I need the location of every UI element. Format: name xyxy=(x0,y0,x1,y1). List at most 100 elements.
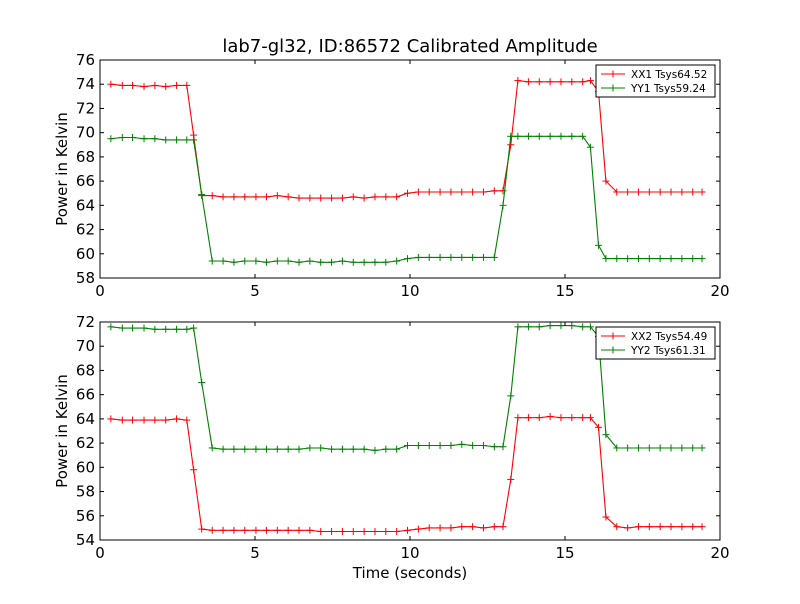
chart2-series-1-point xyxy=(190,466,198,474)
chart2-series-2-point xyxy=(162,325,170,333)
chart2-series-1-line xyxy=(110,415,702,533)
chart2-series-1-point xyxy=(514,414,522,422)
chart2-series-1-point xyxy=(645,523,653,531)
chart2-series-1-point xyxy=(557,414,565,422)
chart1-series-2-point xyxy=(118,134,126,142)
chart2-series-2-point xyxy=(535,323,543,331)
chart2-group: 0 5 10 15 20 54 56 58 60 62 64 66 68 70 72 Power in Kel… xyxy=(53,313,730,582)
chart2-series-1-point xyxy=(624,524,632,532)
chart1-series-1-point xyxy=(514,77,522,85)
chart1-series-1-point xyxy=(273,192,281,200)
chart2-series-1-point xyxy=(490,523,498,531)
chart2-series-2-point xyxy=(479,442,487,450)
chart1-series-2-point xyxy=(535,132,543,140)
chart1-series-2-point xyxy=(107,135,115,143)
chart2-series-2-point xyxy=(349,445,357,453)
chart1-series-1-point xyxy=(613,188,621,196)
chart1-series-1-point xyxy=(479,188,487,196)
chart2-series-1-point xyxy=(349,528,357,536)
chart1-legend-label: YY1 Tsys59.24 xyxy=(630,83,706,95)
chart2-series-1-point xyxy=(118,416,126,424)
chart2-series-2-point xyxy=(414,442,422,450)
chart1-title: lab7-gl32, ID:86572 Calibrated Amplitude xyxy=(222,36,597,57)
chart1-series-2-point xyxy=(634,255,642,263)
chart1-series-2-point xyxy=(198,190,206,198)
chart1-series-2-point xyxy=(656,255,664,263)
chart2-series-2-point xyxy=(252,445,260,453)
chart1-series-2-point xyxy=(624,255,632,263)
chart2-series-2-point xyxy=(404,442,412,450)
chart2-series-1-point xyxy=(447,524,455,532)
chart1-series-1-point xyxy=(371,193,379,201)
chart2-series-2-point xyxy=(698,444,706,452)
chart2-legend-entry: XX2 Tsys54.49 xyxy=(601,331,707,343)
chart1-y-axis-label: Power in Kelvin xyxy=(53,112,71,226)
chart1-series-2-point xyxy=(230,258,238,266)
chart1-series-2-point xyxy=(667,255,675,263)
chart1-series-1-point xyxy=(208,192,216,200)
chart1-series-1-point xyxy=(499,187,507,195)
chart2-series-2-point xyxy=(382,445,390,453)
chart1-series-1-point xyxy=(678,188,686,196)
chart2-x-axis-label: Time (seconds) xyxy=(352,564,468,582)
chart1-series-1-point xyxy=(151,81,159,89)
chart2-series-1-point xyxy=(586,414,594,422)
chart1-x-tick-label: 0 xyxy=(95,282,105,300)
chart2-series-1-point xyxy=(689,523,697,531)
chart2-series-1-point xyxy=(140,416,148,424)
chart1-series-2-point xyxy=(514,132,522,140)
chart2-series-1-point xyxy=(151,416,159,424)
chart1-y-tick-label: 76 xyxy=(76,51,95,69)
chart1-series-2-point xyxy=(151,135,159,143)
chart2-series-1-point xyxy=(328,528,336,536)
chart1-series-2-point xyxy=(162,136,170,144)
chart1-series-1-point xyxy=(414,188,422,196)
chart1-series-1-point xyxy=(624,188,632,196)
chart1-series-2-point xyxy=(613,255,621,263)
chart2-series-1-point xyxy=(284,526,292,534)
chart1-series-2-point xyxy=(645,255,653,263)
chart1-series-1-point xyxy=(140,83,148,91)
chart1-series-2-point xyxy=(273,257,281,265)
chart2-series-2-point xyxy=(273,445,281,453)
chart1-series-1-point xyxy=(436,188,444,196)
chart2-series-2-point xyxy=(140,324,148,332)
chart2-series-1-point xyxy=(458,523,466,531)
chart1-series-1-line xyxy=(110,79,702,199)
chart2-series-1-point xyxy=(273,526,281,534)
chart1-series-2-point xyxy=(499,201,507,209)
chart2-y-tick-label: 70 xyxy=(76,337,95,355)
chart1-series-2-point xyxy=(190,136,198,144)
chart2-series-1-point xyxy=(173,415,181,423)
chart1-series-2-point xyxy=(393,257,401,265)
chart2-series-1-point xyxy=(208,526,216,534)
chart2-series-2-point xyxy=(151,325,159,333)
chart1-series-2-point xyxy=(414,253,422,261)
chart1-series-2-point xyxy=(507,132,515,140)
chart2-series-2-point xyxy=(557,322,565,330)
chart2-x-tick-label: 0 xyxy=(95,544,105,562)
chart2-series-2-point xyxy=(645,444,653,452)
chart2-series-2-point xyxy=(602,431,610,439)
chart1-series-1-point xyxy=(284,193,292,201)
chart1-series-2-point xyxy=(568,132,576,140)
chart1-series-2-point xyxy=(678,255,686,263)
chart2-series-1-point xyxy=(162,416,170,424)
chart1-y-tick-label: 72 xyxy=(76,99,95,117)
chart2-series-2-point xyxy=(262,445,270,453)
chart1-series-2-point xyxy=(698,255,706,263)
chart2-series-1-point xyxy=(414,525,422,533)
chart2-series-2-point xyxy=(613,444,621,452)
chart2-x-tick-label: 5 xyxy=(250,544,260,562)
chart2-series-2-point xyxy=(208,444,216,452)
chart2-series-2-point xyxy=(241,445,249,453)
chart2-series-2-point xyxy=(129,324,137,332)
chart2-legend-entry: YY2 Tsys61.31 xyxy=(601,345,706,357)
chart2-series-2-point xyxy=(360,445,368,453)
chart2-series-2-point xyxy=(507,392,515,400)
chart1-series-1-point xyxy=(328,194,336,202)
chart1-series-1-point xyxy=(404,189,412,197)
chart1-series-2-point xyxy=(382,258,390,266)
